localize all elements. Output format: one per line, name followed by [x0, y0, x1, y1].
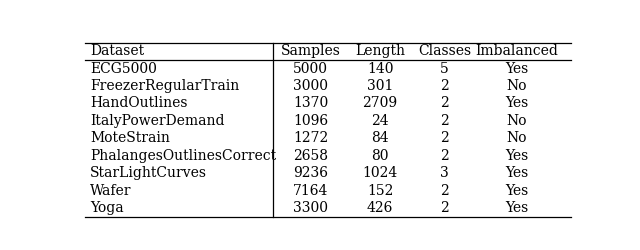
- Text: FreezerRegularTrain: FreezerRegularTrain: [90, 79, 239, 93]
- Text: 1096: 1096: [293, 114, 328, 128]
- Text: 1024: 1024: [362, 166, 397, 180]
- Text: StarLightCurves: StarLightCurves: [90, 166, 207, 180]
- Text: Yes: Yes: [505, 62, 528, 76]
- Text: 2: 2: [440, 114, 449, 128]
- Text: PhalangesOutlinesCorrect: PhalangesOutlinesCorrect: [90, 149, 276, 163]
- Text: 140: 140: [367, 62, 394, 76]
- Text: 2658: 2658: [293, 149, 328, 163]
- Text: Length: Length: [355, 44, 405, 58]
- Text: Yes: Yes: [505, 96, 528, 110]
- Text: 2: 2: [440, 149, 449, 163]
- Text: Yes: Yes: [505, 184, 528, 198]
- Text: MoteStrain: MoteStrain: [90, 131, 170, 145]
- Text: 24: 24: [371, 114, 389, 128]
- Text: ItalyPowerDemand: ItalyPowerDemand: [90, 114, 225, 128]
- Text: No: No: [506, 131, 527, 145]
- Text: Classes: Classes: [418, 44, 471, 58]
- Text: No: No: [506, 79, 527, 93]
- Text: Yoga: Yoga: [90, 201, 124, 215]
- Text: 3: 3: [440, 166, 449, 180]
- Text: 9236: 9236: [293, 166, 328, 180]
- Text: Imbalanced: Imbalanced: [475, 44, 558, 58]
- Text: 301: 301: [367, 79, 393, 93]
- Text: 2: 2: [440, 131, 449, 145]
- Text: 1370: 1370: [293, 96, 328, 110]
- Text: 2: 2: [440, 184, 449, 198]
- Text: 2709: 2709: [362, 96, 397, 110]
- Text: ECG5000: ECG5000: [90, 62, 157, 76]
- Text: 5000: 5000: [293, 62, 328, 76]
- Text: 2: 2: [440, 96, 449, 110]
- Text: 426: 426: [367, 201, 393, 215]
- Text: 80: 80: [371, 149, 389, 163]
- Text: HandOutlines: HandOutlines: [90, 96, 188, 110]
- Text: Samples: Samples: [281, 44, 340, 58]
- Text: 152: 152: [367, 184, 393, 198]
- Text: Yes: Yes: [505, 201, 528, 215]
- Text: 7164: 7164: [293, 184, 328, 198]
- Text: Dataset: Dataset: [90, 44, 144, 58]
- Text: 1272: 1272: [293, 131, 328, 145]
- Text: 3000: 3000: [293, 79, 328, 93]
- Text: No: No: [506, 114, 527, 128]
- Text: Yes: Yes: [505, 149, 528, 163]
- Text: Wafer: Wafer: [90, 184, 131, 198]
- Text: 2: 2: [440, 201, 449, 215]
- Text: 2: 2: [440, 79, 449, 93]
- Text: 5: 5: [440, 62, 449, 76]
- Text: 84: 84: [371, 131, 389, 145]
- Text: 3300: 3300: [293, 201, 328, 215]
- Text: Yes: Yes: [505, 166, 528, 180]
